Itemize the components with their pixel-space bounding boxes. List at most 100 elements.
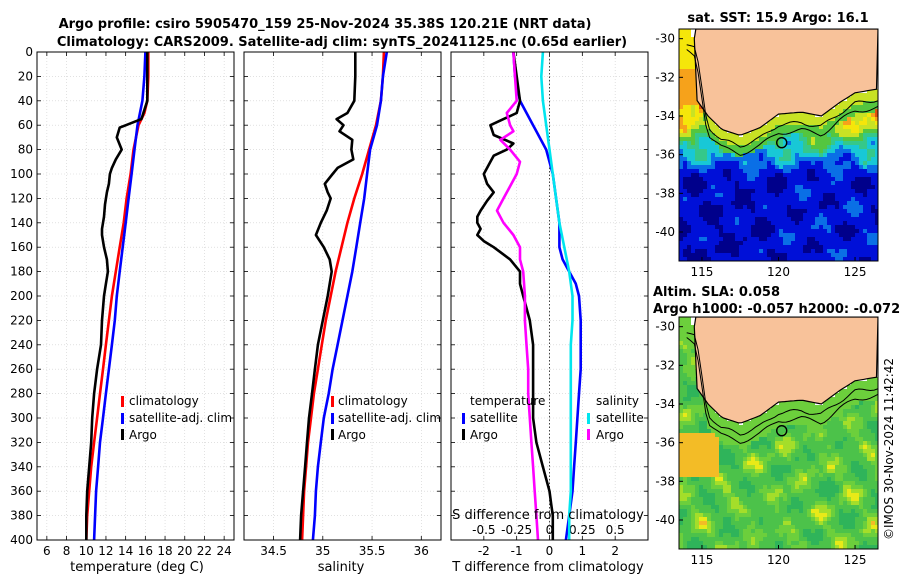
map-cell <box>839 389 843 393</box>
map-cell <box>751 169 755 173</box>
map-cell <box>779 121 783 125</box>
map-cell <box>687 381 691 385</box>
map-cell <box>687 509 691 513</box>
map-cell <box>835 121 839 125</box>
map-cell <box>775 193 779 197</box>
map-cell <box>683 473 687 477</box>
map-cell <box>867 465 871 469</box>
map-cell <box>819 541 823 545</box>
map-cell <box>867 517 871 521</box>
map-cell <box>815 185 819 189</box>
map-cell <box>855 529 859 533</box>
map-cell <box>795 413 799 417</box>
legend-swatch-satellite <box>121 413 124 424</box>
map-cell <box>791 537 795 541</box>
map-cell <box>811 253 815 257</box>
map-cell <box>751 213 755 217</box>
map-cell <box>819 237 823 241</box>
map-cell <box>795 445 799 449</box>
map-cell <box>695 141 699 145</box>
map-cell <box>863 481 867 485</box>
map-cell <box>783 161 787 165</box>
map-cell <box>795 205 799 209</box>
map-cell <box>775 125 779 129</box>
map-cell <box>795 117 799 121</box>
map-cell <box>763 421 767 425</box>
map-cell <box>775 473 779 477</box>
map-cell <box>795 401 799 405</box>
map-cell <box>831 185 835 189</box>
map-cell <box>687 33 691 37</box>
map-cell <box>751 421 755 425</box>
map-cell <box>719 177 723 181</box>
map-cell <box>731 233 735 237</box>
map-cell <box>867 245 871 249</box>
map-cell <box>687 145 691 149</box>
map-cell <box>831 449 835 453</box>
map-cell <box>787 473 791 477</box>
map-cell <box>687 481 691 485</box>
map-cell <box>687 77 691 81</box>
map-cell <box>819 173 823 177</box>
map-cell <box>707 521 711 525</box>
map-cell <box>755 489 759 493</box>
map-cell <box>719 469 723 473</box>
map-cell <box>871 377 875 381</box>
map-cell <box>723 449 727 453</box>
map-cell <box>835 545 839 549</box>
map-cell <box>779 197 783 201</box>
tdiff-xlabel: T difference from climatology <box>451 560 644 575</box>
map-cell <box>711 537 715 541</box>
map-cell <box>871 509 875 513</box>
map-cell <box>803 133 807 137</box>
map-cell <box>767 509 771 513</box>
sla-map-title: Altim. SLA: 0.058 <box>653 285 780 300</box>
map-cell <box>823 509 827 513</box>
map-cell <box>867 165 871 169</box>
map-cell <box>819 169 823 173</box>
map-cell <box>771 413 775 417</box>
map-cell <box>691 233 695 237</box>
map-cell <box>707 117 711 121</box>
map-cell <box>835 201 839 205</box>
map-cell <box>691 57 695 61</box>
map-cell <box>767 493 771 497</box>
map-cell <box>783 141 787 145</box>
map-cell <box>787 441 791 445</box>
map-cell <box>875 165 878 169</box>
map-cell <box>687 105 691 109</box>
map-cell <box>711 233 715 237</box>
map-cell <box>747 421 751 425</box>
map-cell <box>715 449 719 453</box>
map-cell <box>871 213 875 217</box>
map-cell <box>831 437 835 441</box>
map-cell <box>839 513 843 517</box>
map-cell <box>875 149 878 153</box>
map-cell <box>787 529 791 533</box>
map-cell <box>711 421 715 425</box>
map-cell <box>823 141 827 145</box>
map-cell <box>719 545 723 549</box>
map-cell <box>759 241 763 245</box>
map-cell <box>859 409 863 413</box>
map-cell <box>683 505 687 509</box>
map-cell <box>851 125 855 129</box>
map-cell <box>683 477 687 481</box>
map-cell <box>827 413 831 417</box>
map-cell <box>683 257 687 261</box>
map-cell <box>819 433 823 437</box>
map-cell <box>867 117 871 121</box>
map-cell <box>819 133 823 137</box>
legend-t-satellite: satellite <box>470 411 518 425</box>
map-cell <box>779 421 783 425</box>
map-cell <box>815 257 819 261</box>
map-cell <box>715 209 719 213</box>
map-cell <box>759 433 763 437</box>
map-cell <box>767 221 771 225</box>
map-cell <box>855 481 859 485</box>
map-cell <box>783 189 787 193</box>
map-cell <box>835 125 839 129</box>
map-cell <box>747 249 751 253</box>
map-cell <box>799 545 803 549</box>
map-cell <box>755 537 759 541</box>
